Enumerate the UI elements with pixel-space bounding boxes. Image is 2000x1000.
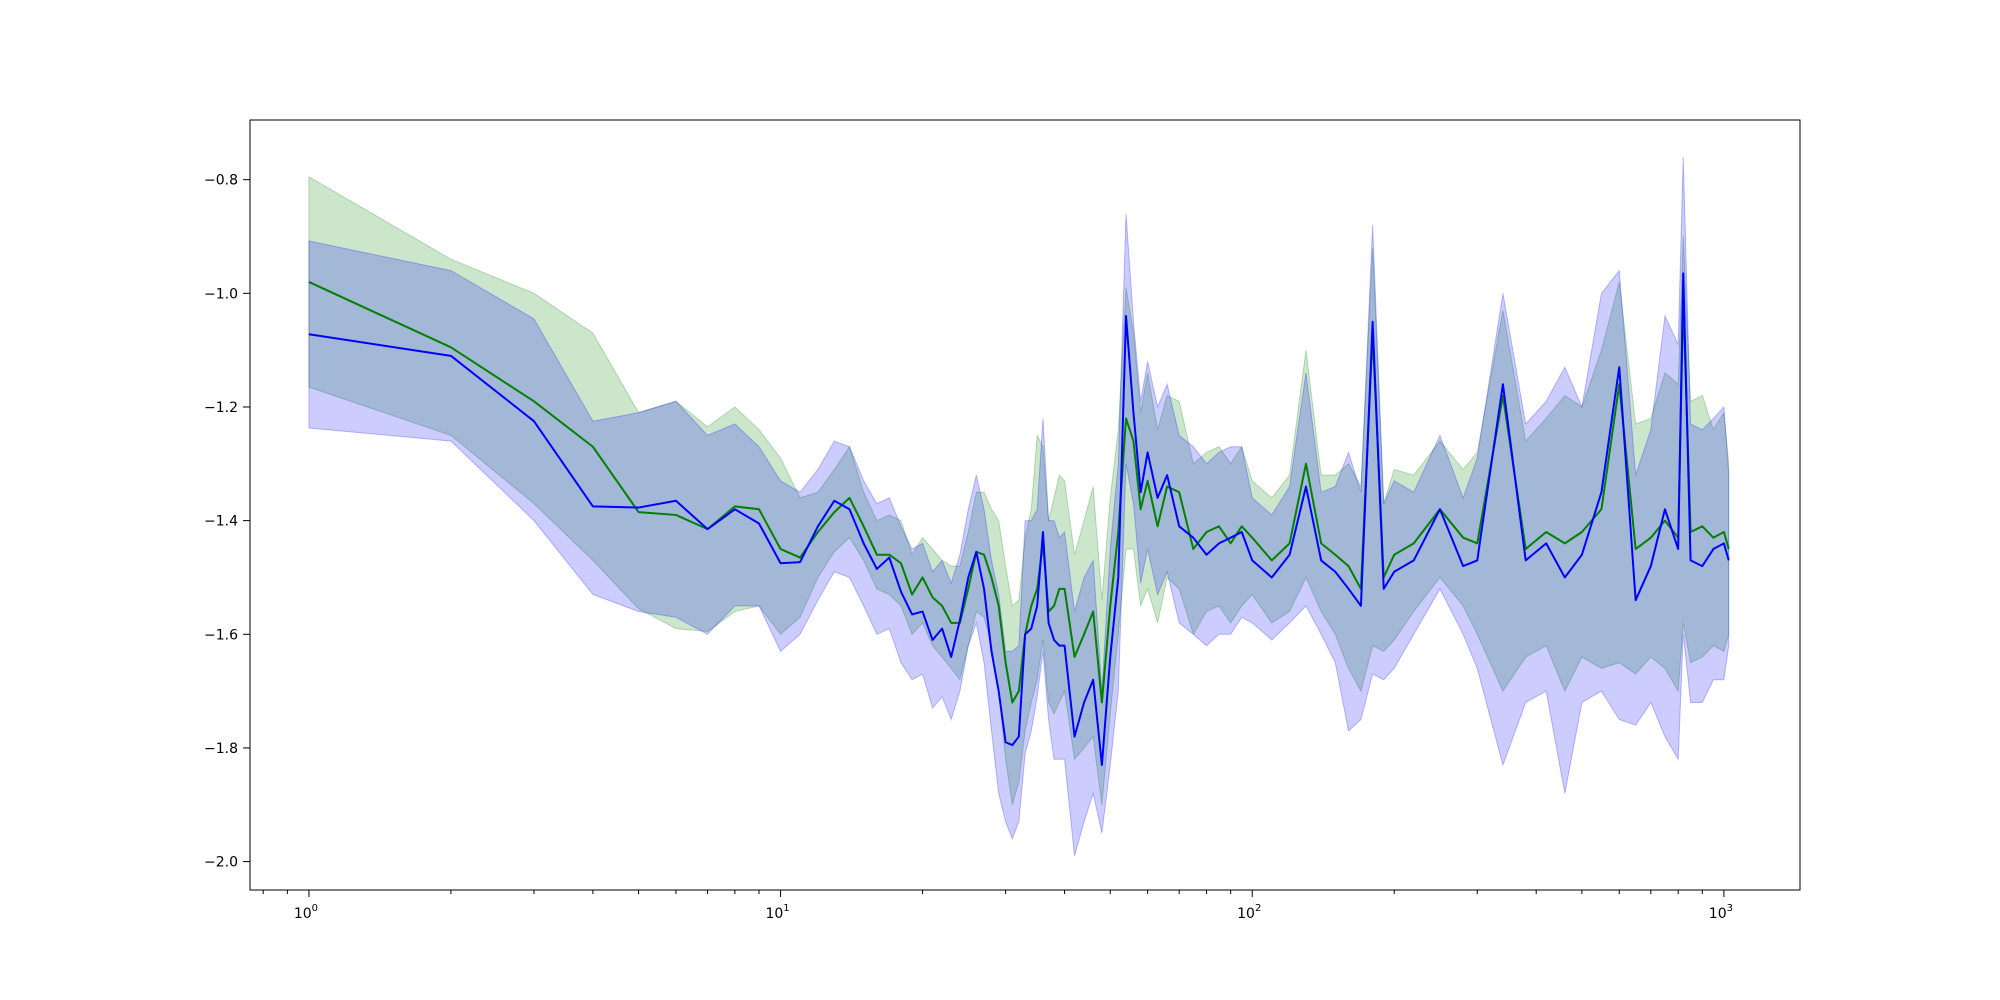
y-tick-label: −1.8 xyxy=(204,741,238,757)
y-tick-label: −2.0 xyxy=(204,855,238,871)
confidence-bands xyxy=(308,156,1730,857)
series-lines xyxy=(308,272,1730,766)
y-tick-label: −1.0 xyxy=(204,286,238,302)
y-tick-label: −1.2 xyxy=(204,400,238,416)
x-axis: 100 101 102 103 xyxy=(262,890,1733,922)
y-tick-label: −1.6 xyxy=(204,627,238,643)
x-tick-label: 101 xyxy=(765,903,789,922)
y-tick-label: −1.4 xyxy=(204,514,238,530)
y-axis: −0.8 −1.0 −1.2 −1.4 −1.6 −1.8 −2.0 xyxy=(204,173,250,871)
series-2-line xyxy=(308,272,1730,766)
y-tick-label: −0.8 xyxy=(204,173,238,189)
series-1-line xyxy=(308,281,1730,704)
plot-frame xyxy=(249,119,1801,891)
x-tick-label: 103 xyxy=(1709,903,1733,922)
series-2-band xyxy=(308,156,1730,857)
x-tick-label: 102 xyxy=(1237,903,1261,922)
x-tick-label: 100 xyxy=(294,903,318,922)
